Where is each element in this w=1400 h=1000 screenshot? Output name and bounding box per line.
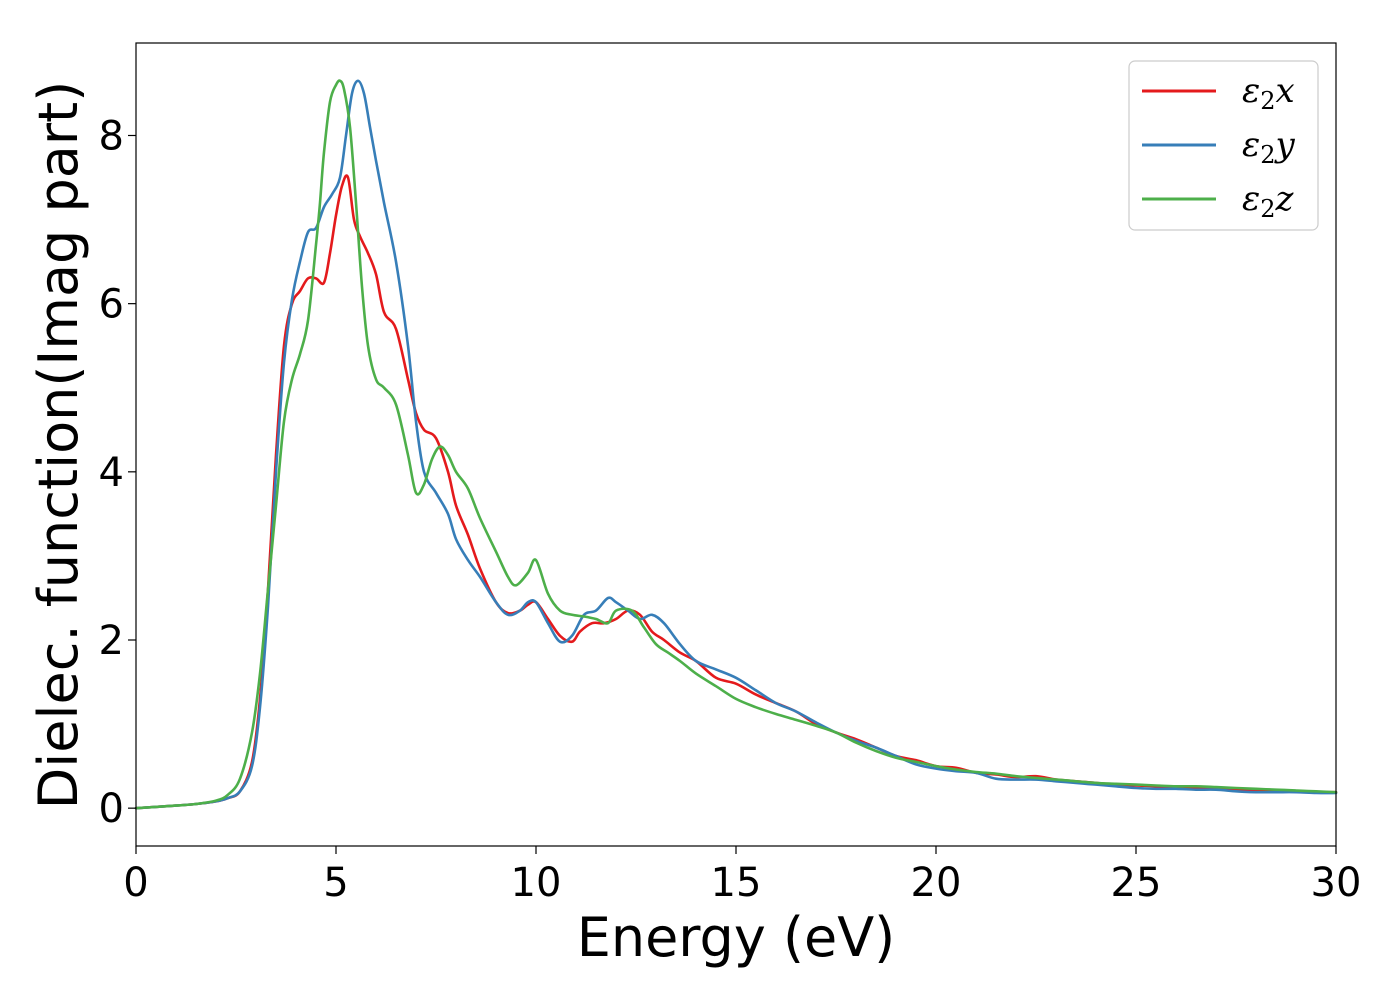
series-layer: [134, 79, 1338, 810]
legend-label-x: ε2x: [1242, 71, 1295, 115]
y-axis: 0 2 4 6 8: [99, 113, 136, 832]
series-line-z: [134, 79, 1338, 810]
x-axis-title: Energy (eV): [577, 906, 896, 969]
x-tick-label: 0: [123, 860, 148, 906]
x-tick-label: 25: [1111, 860, 1162, 906]
legend-label-z: ε2z: [1242, 179, 1295, 223]
legend-box: [1128, 60, 1319, 231]
x-tick-label: 10: [511, 860, 562, 906]
x-tick-label: 30: [1311, 860, 1362, 906]
x-tick-label: 5: [323, 860, 348, 906]
x-tick-label: 15: [711, 860, 762, 906]
y-tick-label: 8: [99, 113, 124, 159]
y-tick-label: 0: [99, 786, 124, 832]
legend: ε2x ε2y ε2z: [1128, 60, 1319, 231]
x-axis: 0 5 10 15 20 25 30: [123, 846, 1361, 906]
y-axis-title: Dielec. function(Imag part): [27, 81, 90, 810]
y-tick-label: 4: [99, 450, 124, 496]
series-line-y: [134, 79, 1338, 810]
y-tick-label: 6: [99, 282, 124, 328]
x-tick-label: 20: [911, 860, 962, 906]
legend-label-y: ε2y: [1242, 125, 1296, 169]
y-tick-label: 2: [99, 618, 124, 664]
